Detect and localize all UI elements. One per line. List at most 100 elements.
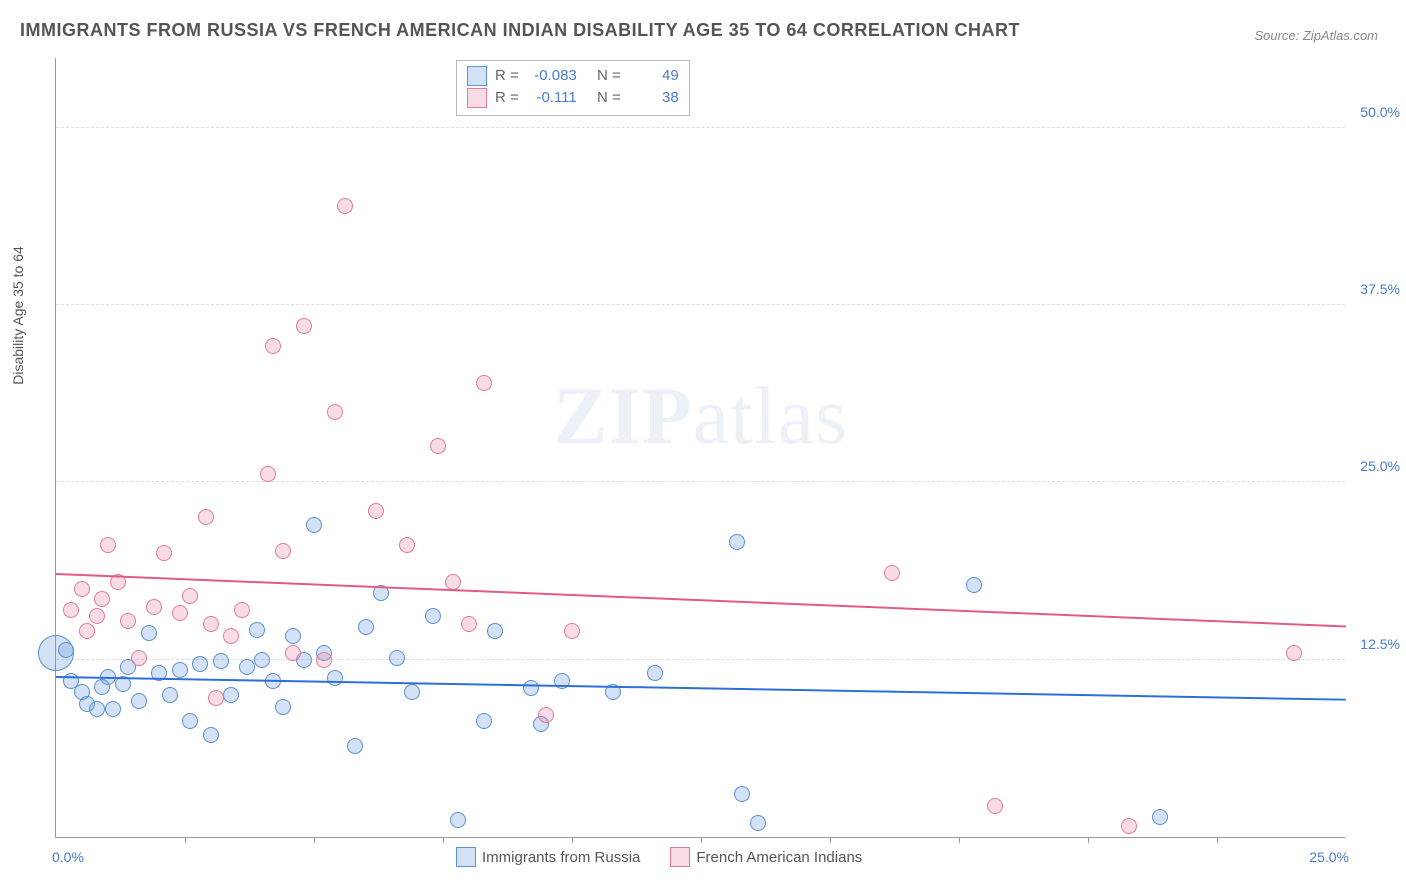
- scatter-point: [192, 656, 208, 672]
- y-tick-label: 12.5%: [1360, 636, 1400, 652]
- scatter-point: [296, 318, 312, 334]
- scatter-point: [79, 623, 95, 639]
- scatter-point: [58, 642, 74, 658]
- grid-line: [56, 481, 1345, 482]
- scatter-point: [337, 198, 353, 214]
- scatter-point: [404, 684, 420, 700]
- legend-label-series1: Immigrants from Russia: [482, 849, 640, 866]
- stats-r-value-2: -0.111: [527, 87, 577, 109]
- scatter-point: [285, 645, 301, 661]
- trend-line: [56, 676, 1346, 701]
- swatch-series1: [467, 66, 487, 86]
- x-tick: [572, 837, 573, 843]
- stats-n-label: N =: [597, 65, 621, 87]
- scatter-point: [223, 687, 239, 703]
- scatter-point: [131, 650, 147, 666]
- scatter-point: [476, 713, 492, 729]
- scatter-point: [275, 699, 291, 715]
- stats-n-label: N =: [597, 87, 621, 109]
- y-axis-label: Disability Age 35 to 64: [10, 246, 26, 385]
- stats-legend-box: R = -0.083 N = 49 R = -0.111 N = 38: [456, 60, 690, 116]
- stats-n-value-1: 49: [629, 65, 679, 87]
- scatter-point: [249, 622, 265, 638]
- x-tick: [314, 837, 315, 843]
- scatter-point: [239, 659, 255, 675]
- x-tick: [830, 837, 831, 843]
- scatter-point: [1286, 645, 1302, 661]
- scatter-point: [213, 653, 229, 669]
- x-axis-end-label: 25.0%: [1309, 849, 1349, 865]
- scatter-point: [445, 574, 461, 590]
- legend-label-series2: French American Indians: [696, 849, 862, 866]
- watermark: ZIPatlas: [553, 369, 848, 463]
- scatter-point: [120, 613, 136, 629]
- trend-line: [56, 573, 1346, 627]
- scatter-point: [734, 786, 750, 802]
- chart-title: IMMIGRANTS FROM RUSSIA VS FRENCH AMERICA…: [20, 20, 1020, 41]
- x-tick: [443, 837, 444, 843]
- scatter-point: [254, 652, 270, 668]
- scatter-point: [884, 565, 900, 581]
- scatter-point: [131, 693, 147, 709]
- y-tick-label: 25.0%: [1360, 458, 1400, 474]
- scatter-point: [523, 680, 539, 696]
- scatter-point: [172, 662, 188, 678]
- scatter-point: [162, 687, 178, 703]
- source-attribution: Source: ZipAtlas.com: [1254, 28, 1378, 43]
- scatter-point: [172, 605, 188, 621]
- grid-line: [56, 304, 1345, 305]
- plot-area: ZIPatlas 12.5%25.0%37.5%50.0% 0.0% 25.0%…: [55, 58, 1345, 838]
- scatter-point: [74, 581, 90, 597]
- scatter-point: [234, 602, 250, 618]
- scatter-point: [182, 713, 198, 729]
- x-tick: [1088, 837, 1089, 843]
- scatter-point: [987, 798, 1003, 814]
- scatter-point: [156, 545, 172, 561]
- scatter-point: [306, 517, 322, 533]
- scatter-point: [198, 509, 214, 525]
- scatter-point: [203, 616, 219, 632]
- scatter-point: [89, 608, 105, 624]
- legend-item-series1: Immigrants from Russia: [456, 847, 640, 867]
- scatter-point: [425, 608, 441, 624]
- stats-row-series2: R = -0.111 N = 38: [467, 87, 679, 109]
- scatter-point: [347, 738, 363, 754]
- y-tick-label: 37.5%: [1360, 281, 1400, 297]
- scatter-point: [538, 707, 554, 723]
- scatter-point: [260, 466, 276, 482]
- swatch-series2-bottom: [670, 847, 690, 867]
- legend-item-series2: French American Indians: [670, 847, 862, 867]
- scatter-point: [389, 650, 405, 666]
- x-tick: [185, 837, 186, 843]
- scatter-point: [100, 537, 116, 553]
- scatter-point: [275, 543, 291, 559]
- stats-n-value-2: 38: [629, 87, 679, 109]
- scatter-point: [208, 690, 224, 706]
- scatter-point: [63, 602, 79, 618]
- scatter-point: [476, 375, 492, 391]
- scatter-point: [461, 616, 477, 632]
- x-tick: [1217, 837, 1218, 843]
- stats-r-label: R =: [495, 65, 519, 87]
- scatter-point: [182, 588, 198, 604]
- scatter-point: [487, 623, 503, 639]
- scatter-point: [141, 625, 157, 641]
- grid-line: [56, 127, 1345, 128]
- scatter-point: [327, 404, 343, 420]
- scatter-point: [358, 619, 374, 635]
- stats-row-series1: R = -0.083 N = 49: [467, 65, 679, 87]
- swatch-series1-bottom: [456, 847, 476, 867]
- scatter-point: [327, 670, 343, 686]
- scatter-point: [285, 628, 301, 644]
- scatter-point: [94, 591, 110, 607]
- scatter-point: [368, 503, 384, 519]
- scatter-point: [265, 338, 281, 354]
- scatter-point: [729, 534, 745, 550]
- stats-r-value-1: -0.083: [527, 65, 577, 87]
- stats-r-label: R =: [495, 87, 519, 109]
- scatter-point: [750, 815, 766, 831]
- scatter-point: [203, 727, 219, 743]
- y-tick-label: 50.0%: [1360, 104, 1400, 120]
- swatch-series2: [467, 88, 487, 108]
- scatter-point: [1121, 818, 1137, 834]
